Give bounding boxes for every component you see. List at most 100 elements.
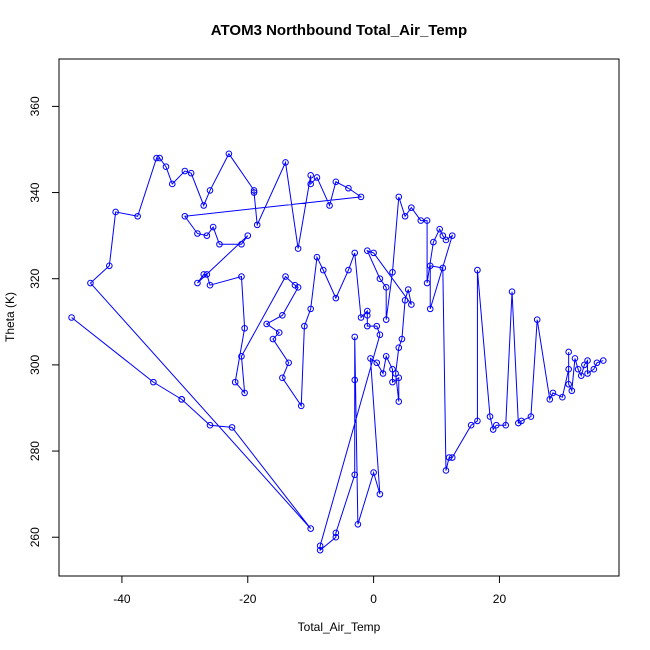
data-point xyxy=(423,217,431,224)
data-point xyxy=(203,271,211,278)
data-point xyxy=(408,301,415,308)
data-point xyxy=(373,359,381,367)
y-tick-label: 360 xyxy=(28,96,42,116)
data-point xyxy=(238,352,245,360)
y-axis-label: Theta (K) xyxy=(3,292,17,342)
data-point xyxy=(294,245,302,252)
data-point xyxy=(241,389,248,397)
data-point xyxy=(448,232,456,239)
data-point xyxy=(599,357,607,364)
data-point xyxy=(156,154,163,162)
data-point xyxy=(382,316,390,323)
data-point xyxy=(200,271,208,278)
data-point xyxy=(216,240,223,248)
data-point xyxy=(518,417,525,425)
data-point xyxy=(584,370,591,377)
data-point xyxy=(345,266,352,274)
data-point xyxy=(238,273,245,280)
data-point xyxy=(439,264,447,272)
data-point xyxy=(376,331,384,339)
data-point xyxy=(445,454,453,461)
data-point xyxy=(178,396,185,403)
data-point xyxy=(282,273,289,280)
data-point xyxy=(373,322,381,330)
data-point xyxy=(209,223,217,231)
data-point xyxy=(379,370,387,377)
data-point xyxy=(332,294,340,302)
data-point xyxy=(194,279,201,287)
data-point xyxy=(200,202,208,209)
data-point xyxy=(408,204,415,211)
data-point xyxy=(357,193,365,201)
data-point xyxy=(106,262,113,270)
data-point xyxy=(68,314,75,321)
y-tick-label: 340 xyxy=(28,182,42,202)
data-point xyxy=(364,322,371,330)
data-point xyxy=(581,361,588,369)
data-point xyxy=(285,359,292,367)
data-point xyxy=(364,247,371,255)
data-point xyxy=(351,376,359,384)
series-layer xyxy=(68,150,607,554)
data-point xyxy=(376,490,384,498)
data-point xyxy=(389,378,396,386)
data-point xyxy=(150,378,157,386)
data-point xyxy=(448,454,456,461)
data-point xyxy=(546,396,554,403)
data-point xyxy=(275,329,283,336)
y-tick-label: 300 xyxy=(28,355,42,375)
x-tick-label: -20 xyxy=(239,592,257,606)
data-point xyxy=(168,180,176,188)
data-point xyxy=(389,365,396,373)
data-point xyxy=(439,232,447,239)
data-point xyxy=(241,324,248,332)
data-point xyxy=(332,533,340,541)
data-point xyxy=(206,281,214,289)
data-point xyxy=(319,266,327,274)
data-point xyxy=(187,169,195,177)
data-point xyxy=(307,180,314,188)
data-point xyxy=(332,178,340,186)
data-point xyxy=(565,365,572,373)
data-point xyxy=(279,374,286,382)
data-point xyxy=(206,421,214,429)
data-point xyxy=(370,249,377,257)
data-point xyxy=(194,230,201,237)
data-point xyxy=(401,212,409,220)
data-point xyxy=(282,159,289,166)
data-point xyxy=(593,359,601,367)
y-axis: 260 280 300 320 340 360 xyxy=(28,96,60,547)
data-point xyxy=(364,312,371,319)
data-point xyxy=(367,355,374,362)
data-point xyxy=(392,370,399,377)
data-point xyxy=(316,542,324,550)
data-point xyxy=(474,417,481,425)
data-point xyxy=(571,355,579,362)
data-point xyxy=(423,279,431,287)
data-point xyxy=(326,202,333,209)
data-point xyxy=(250,189,258,196)
data-point xyxy=(253,221,261,229)
data-point xyxy=(436,225,443,233)
data-point xyxy=(250,187,258,194)
data-point xyxy=(395,344,403,351)
data-point xyxy=(442,467,450,474)
x-tick-label: 0 xyxy=(370,592,377,606)
data-point xyxy=(395,374,403,382)
data-point xyxy=(577,372,585,379)
data-point xyxy=(489,426,497,433)
data-point xyxy=(263,320,270,328)
data-point xyxy=(181,212,189,220)
data-point xyxy=(430,238,437,246)
data-point xyxy=(238,240,245,248)
data-point xyxy=(112,208,119,216)
data-point xyxy=(269,335,277,343)
data-point xyxy=(549,389,557,397)
data-point xyxy=(279,312,286,319)
data-point xyxy=(301,322,308,330)
data-point xyxy=(401,296,409,304)
data-point xyxy=(584,357,591,364)
data-point xyxy=(294,284,302,291)
data-point xyxy=(474,266,481,274)
